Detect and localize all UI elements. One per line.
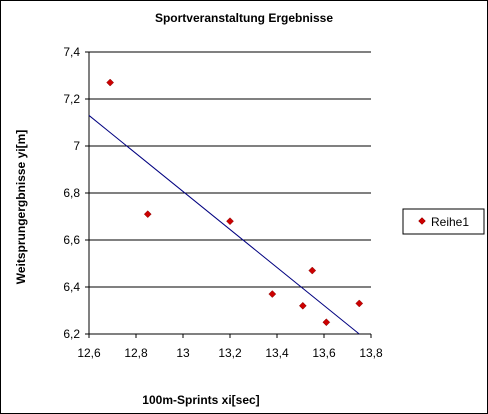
- data-point-0-7: [355, 299, 364, 308]
- x-axis-title: 100m-Sprints xi[sec]: [142, 393, 259, 407]
- y-axis-title: Weitsprungergbnisse yi[m]: [14, 130, 28, 284]
- x-tick-label-6: 13,8: [359, 346, 383, 360]
- x-tick-label-2: 13: [176, 346, 190, 360]
- data-points: [106, 78, 364, 327]
- x-tick-label-4: 13,4: [265, 346, 289, 360]
- data-point-0-5: [308, 266, 317, 275]
- data-point-0-1: [143, 210, 152, 219]
- x-tick-label-5: 13,6: [312, 346, 336, 360]
- x-tick-labels: 12,6 12,8 13 13,2 13,4 13,6 13,8: [77, 346, 383, 360]
- y-tick-labels: 6,2 6,4 6,6 6,8 7 7,2 7,4: [63, 45, 80, 341]
- data-point-0-4: [298, 301, 307, 310]
- x-tick-label-1: 12,8: [124, 346, 148, 360]
- legend-label: Reihe1: [431, 215, 469, 229]
- y-tick-label-4: 7: [73, 139, 80, 153]
- y-tick-label-1: 6,4: [63, 280, 80, 294]
- y-tick-label-3: 6,8: [63, 186, 80, 200]
- data-point-0-3: [268, 290, 277, 298]
- data-point-0-0: [106, 78, 115, 87]
- plot-area: 12,6 12,8 13 13,2 13,4 13,6 13,8 6,2 6,4 6,6 6,8 7…: [63, 45, 383, 360]
- x-tick-label-0: 12,6: [77, 346, 101, 360]
- trendline: [88, 115, 360, 335]
- gridlines: [89, 51, 371, 335]
- legend-marker-icon: [418, 217, 426, 225]
- data-point-0-6: [322, 318, 331, 327]
- axes: [85, 51, 372, 338]
- y-tick-label-5: 7,2: [63, 92, 80, 106]
- legend: Reihe1: [402, 208, 485, 235]
- y-tick-label-6: 7,4: [63, 45, 80, 59]
- legend-box: [402, 208, 485, 235]
- chart-title: Sportveranstaltung Ergebnisse: [155, 11, 333, 25]
- data-point-0-2: [226, 217, 234, 226]
- y-tick-label-0: 6,2: [63, 327, 80, 341]
- trendline-group: [88, 115, 360, 335]
- y-tick-label-2: 6,6: [63, 233, 80, 247]
- x-tick-label-3: 13,2: [218, 346, 242, 360]
